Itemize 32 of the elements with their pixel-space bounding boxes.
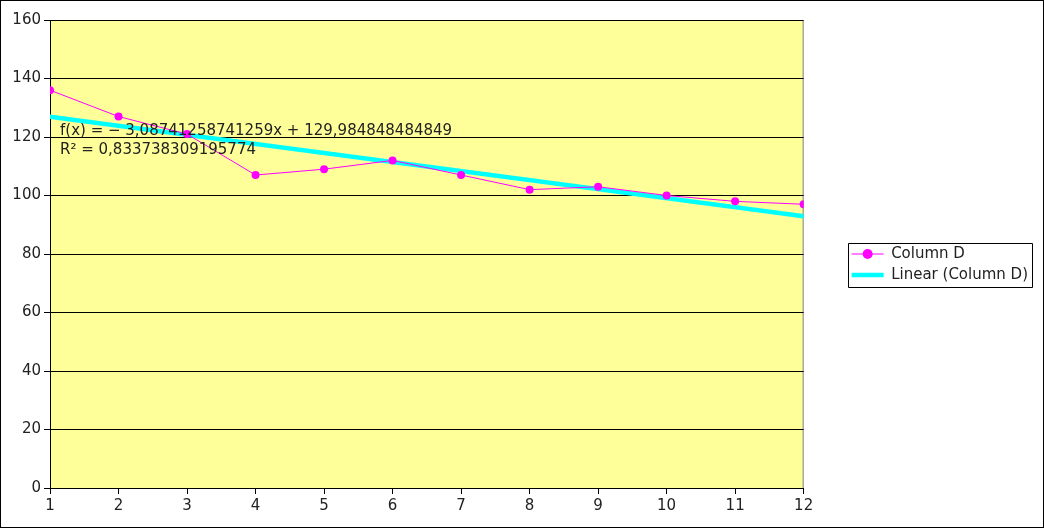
x-tick-label: 7 — [456, 495, 466, 514]
y-tick-label: 160 — [12, 9, 41, 28]
point — [388, 156, 397, 165]
x-tick-label: 6 — [387, 495, 398, 514]
y-tick-label: 80 — [21, 243, 41, 262]
point — [662, 191, 671, 200]
point — [251, 171, 260, 180]
x-tick-label: 5 — [319, 495, 329, 514]
legend-label: Linear (Column D) — [891, 264, 1029, 283]
y-tick-label: 120 — [12, 126, 41, 145]
x-tick-label: 3 — [182, 495, 192, 514]
y-tick-label: 60 — [21, 302, 41, 321]
y-tick-label: 0 — [31, 477, 41, 496]
y-tick-label: 100 — [12, 185, 41, 204]
point — [594, 182, 603, 191]
point — [320, 165, 329, 174]
point — [525, 185, 534, 194]
y-tick-label: 20 — [21, 419, 41, 438]
x-tick-label: 2 — [113, 495, 124, 514]
point — [731, 197, 740, 206]
x-tick-label: 9 — [593, 495, 603, 514]
x-tick-label: 11 — [725, 495, 745, 514]
x-tick-label: 1 — [45, 495, 55, 514]
x-tick-label: 8 — [524, 495, 535, 514]
y-tick-label: 40 — [21, 360, 41, 379]
x-tick-label: 4 — [250, 495, 261, 514]
x-tick-label: 12 — [794, 495, 814, 514]
x-tick-label: 10 — [657, 495, 677, 514]
point — [457, 171, 466, 180]
legend-label: Column D — [891, 243, 965, 262]
y-tick-label: 140 — [12, 68, 41, 87]
point — [114, 112, 123, 121]
